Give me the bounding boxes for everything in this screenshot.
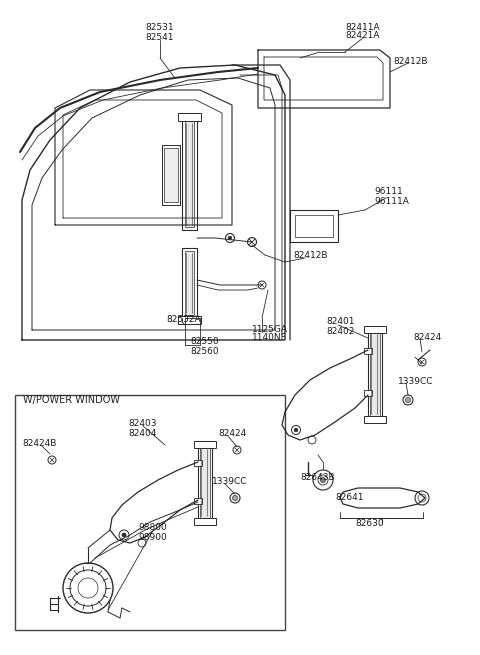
- Bar: [194, 441, 216, 448]
- Bar: [368, 330, 382, 418]
- Text: 82412B: 82412B: [393, 56, 428, 66]
- Bar: [200, 447, 210, 518]
- Bar: [364, 348, 372, 354]
- Text: 82424B: 82424B: [22, 440, 56, 449]
- Text: 82560: 82560: [190, 346, 218, 356]
- Circle shape: [232, 495, 238, 500]
- Text: 82411A: 82411A: [345, 22, 380, 31]
- Text: 82531: 82531: [145, 24, 174, 33]
- Bar: [178, 113, 201, 121]
- Text: 82421A: 82421A: [345, 31, 380, 41]
- Bar: [198, 445, 212, 520]
- Bar: [194, 460, 202, 466]
- Circle shape: [406, 398, 410, 403]
- Text: 82643B: 82643B: [300, 472, 335, 481]
- Text: 96111A: 96111A: [374, 196, 409, 206]
- Text: 82424: 82424: [218, 430, 246, 438]
- Bar: [182, 118, 197, 230]
- Bar: [15, 395, 285, 630]
- Text: 82532A: 82532A: [166, 316, 201, 324]
- Bar: [290, 210, 338, 242]
- Text: 82404: 82404: [128, 428, 156, 438]
- Text: 98900: 98900: [138, 533, 167, 542]
- Text: 1339CC: 1339CC: [398, 377, 433, 386]
- Bar: [364, 390, 372, 396]
- Text: 82630: 82630: [355, 519, 384, 529]
- Circle shape: [122, 533, 126, 537]
- Bar: [185, 121, 194, 227]
- Text: 82424: 82424: [413, 333, 441, 341]
- Circle shape: [294, 428, 298, 432]
- Bar: [364, 416, 386, 423]
- Circle shape: [228, 236, 232, 240]
- Text: 82402: 82402: [326, 326, 354, 335]
- Bar: [370, 332, 380, 416]
- Text: 1339CC: 1339CC: [212, 477, 248, 487]
- Bar: [185, 251, 194, 315]
- Text: 82641: 82641: [335, 493, 363, 502]
- Bar: [194, 518, 216, 525]
- Bar: [178, 316, 201, 324]
- Bar: [162, 145, 180, 205]
- Text: 82550: 82550: [190, 337, 218, 346]
- Text: 82403: 82403: [128, 419, 156, 428]
- Circle shape: [321, 477, 325, 483]
- Text: 82541: 82541: [145, 33, 173, 41]
- Bar: [164, 148, 178, 202]
- Text: 1125GA: 1125GA: [252, 324, 288, 333]
- Bar: [182, 248, 197, 318]
- Text: W/POWER WINDOW: W/POWER WINDOW: [23, 395, 120, 405]
- Text: 1140NF: 1140NF: [252, 333, 287, 343]
- Text: 98800: 98800: [138, 523, 167, 533]
- Text: 96111: 96111: [374, 187, 403, 196]
- Bar: [194, 498, 202, 504]
- Text: 82412B: 82412B: [293, 250, 327, 259]
- Bar: [295, 215, 333, 237]
- Text: 82401: 82401: [326, 318, 355, 326]
- Bar: [364, 326, 386, 333]
